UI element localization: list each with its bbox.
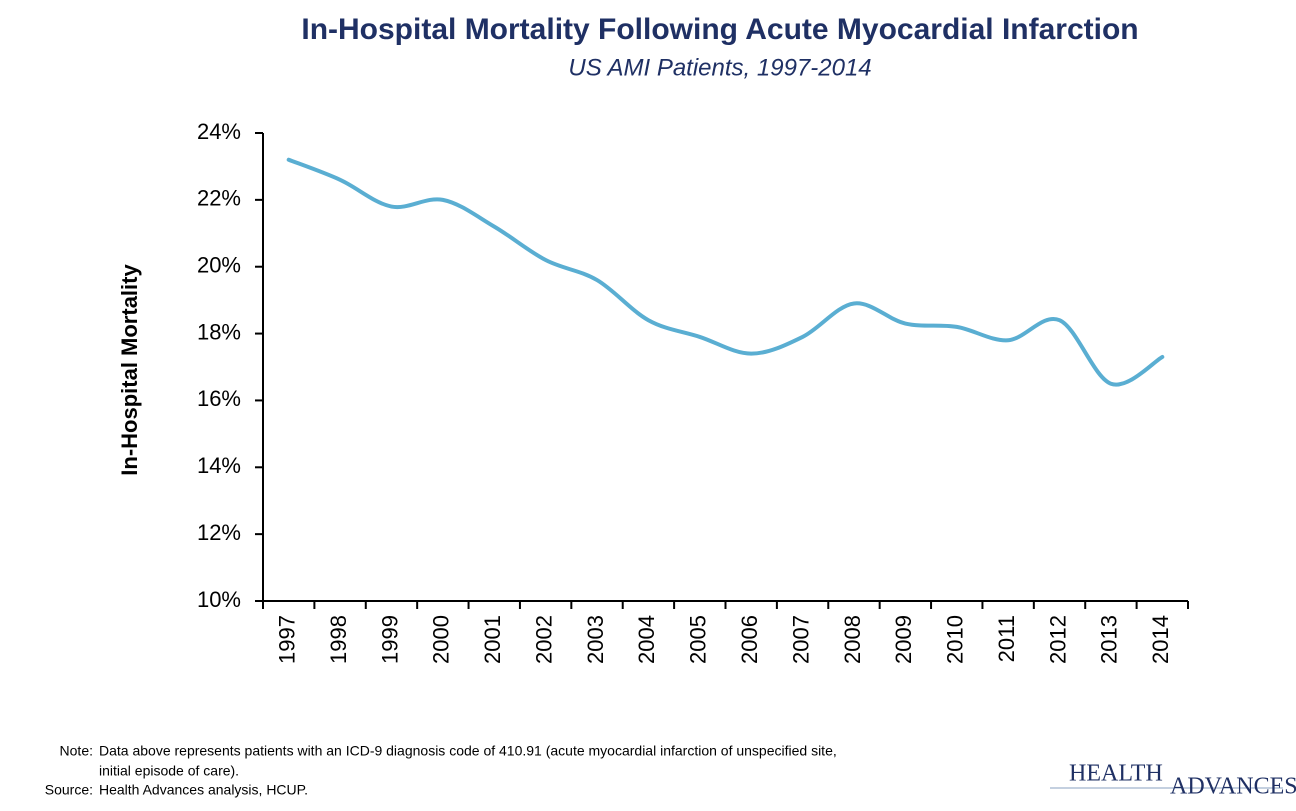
y-tick-label: 14%	[197, 453, 241, 478]
x-tick-label: 2009	[891, 615, 916, 664]
note-label: Note:	[60, 743, 93, 759]
x-tick-label: 2011	[994, 615, 1019, 662]
logo-text: ADVANCES	[1170, 774, 1296, 800]
x-tick-label: 2008	[840, 615, 865, 664]
note-text: initial episode of care).	[99, 763, 239, 779]
x-tick-label: 2001	[480, 615, 505, 664]
x-tick-label: 2013	[1097, 615, 1122, 664]
y-tick-label: 20%	[197, 253, 241, 278]
x-tick-label: 2007	[788, 615, 813, 664]
logo-text: HEALTH	[1069, 761, 1163, 787]
x-tick-label: 1997	[275, 615, 300, 664]
y-tick-label: 22%	[197, 186, 241, 211]
y-tick-label: 12%	[197, 520, 241, 545]
x-tick-label: 2010	[943, 615, 968, 664]
y-tick-label: 18%	[197, 319, 241, 344]
note-text: Data above represents patients with an I…	[99, 743, 837, 759]
x-tick-label: 2012	[1045, 615, 1070, 664]
x-tick-label: 2005	[686, 615, 711, 664]
x-tick-label: 1999	[377, 615, 402, 664]
source-label: Source:	[45, 782, 93, 798]
x-tick-label: 2000	[429, 615, 454, 664]
x-tick-label: 2006	[737, 615, 762, 664]
y-tick-label: 16%	[197, 386, 241, 411]
x-tick-label: 1998	[326, 615, 351, 664]
source-text: Health Advances analysis, HCUP.	[99, 782, 308, 798]
x-tick-label: 2004	[634, 615, 659, 664]
y-tick-label: 24%	[197, 119, 241, 144]
data-line	[286, 157, 1165, 387]
x-tick-label: 2003	[583, 615, 608, 664]
chart-subtitle: US AMI Patients, 1997-2014	[568, 54, 871, 81]
chart-title: In-Hospital Mortality Following Acute My…	[301, 13, 1138, 46]
x-tick-label: 2002	[531, 615, 556, 664]
x-tick-label: 2014	[1148, 615, 1173, 664]
y-tick-label: 10%	[197, 587, 241, 612]
y-axis-label: In-Hospital Mortality	[117, 264, 142, 476]
